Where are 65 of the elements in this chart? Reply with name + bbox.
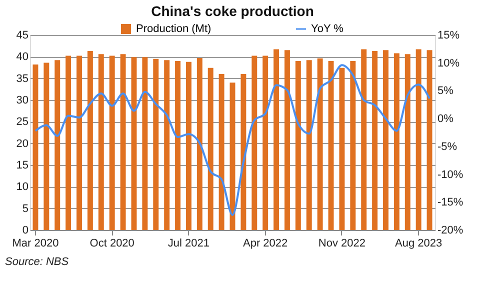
bar — [186, 62, 192, 230]
bar — [164, 60, 170, 230]
x-tick-label: Mar 2020 — [12, 238, 59, 250]
bar — [372, 51, 378, 230]
bar — [32, 64, 38, 230]
bar — [153, 58, 159, 230]
bar — [339, 68, 345, 230]
y-tick-label: 0 — [22, 224, 28, 236]
y2-tick-label: 0% — [438, 113, 454, 126]
bar — [295, 61, 301, 230]
y2-tick-label: -15% — [438, 196, 464, 209]
legend-label: Production (Mt) — [136, 23, 212, 35]
y-tick-label: 25 — [16, 116, 28, 128]
x-tick-label: Apr 2022 — [243, 238, 288, 250]
bar — [120, 54, 126, 230]
bar — [284, 50, 290, 230]
y2-tick-label: -5% — [438, 140, 458, 153]
y2-tick-label: 5% — [438, 85, 454, 98]
bar — [142, 57, 148, 230]
y-tick-label: 10 — [16, 181, 28, 194]
source-note: Source: NBS — [5, 256, 70, 268]
bar — [44, 62, 50, 230]
bar — [426, 50, 432, 230]
x-tick-label: Jul 2021 — [168, 238, 210, 250]
y-tick-label: 40 — [16, 51, 28, 64]
bar — [98, 54, 104, 230]
legend-label: YoY % — [311, 23, 344, 35]
bar — [350, 61, 356, 230]
bar — [66, 56, 72, 230]
bar — [306, 60, 312, 230]
bar — [317, 58, 323, 230]
bar — [262, 56, 268, 230]
y2-tick-label: -10% — [438, 168, 464, 181]
y-tick-label: 35 — [16, 72, 28, 85]
x-tick-label: Aug 2023 — [395, 238, 442, 250]
y2-tick-label: 10% — [438, 57, 460, 70]
bar — [76, 56, 82, 230]
bar — [274, 49, 280, 230]
x-tick-label: Oct 2020 — [90, 238, 134, 250]
bar — [328, 61, 334, 230]
bar — [240, 74, 246, 230]
y-tick-label: 20 — [16, 138, 28, 150]
bar — [131, 57, 137, 230]
y-tick-label: 30 — [16, 94, 28, 106]
bar — [383, 50, 388, 230]
chart-title: China's coke production — [151, 3, 314, 19]
bar — [109, 56, 115, 230]
bar — [54, 60, 60, 230]
bar — [208, 68, 214, 230]
y2-tick-label: -20% — [438, 224, 464, 236]
bar — [416, 49, 422, 230]
bar — [361, 49, 367, 230]
line-series — [34, 64, 431, 216]
bar — [87, 51, 93, 230]
y-tick-label: 45 — [16, 30, 28, 42]
bar — [218, 74, 224, 230]
bar — [252, 56, 258, 230]
bar — [196, 58, 202, 230]
bar — [175, 61, 181, 230]
bar — [404, 54, 410, 230]
y-tick-label: 15 — [16, 160, 28, 172]
y2-tick-label: 15% — [438, 30, 460, 42]
bar — [394, 53, 400, 230]
x-tick-label: Nov 2022 — [318, 238, 366, 250]
y-tick-label: 5 — [22, 202, 28, 215]
